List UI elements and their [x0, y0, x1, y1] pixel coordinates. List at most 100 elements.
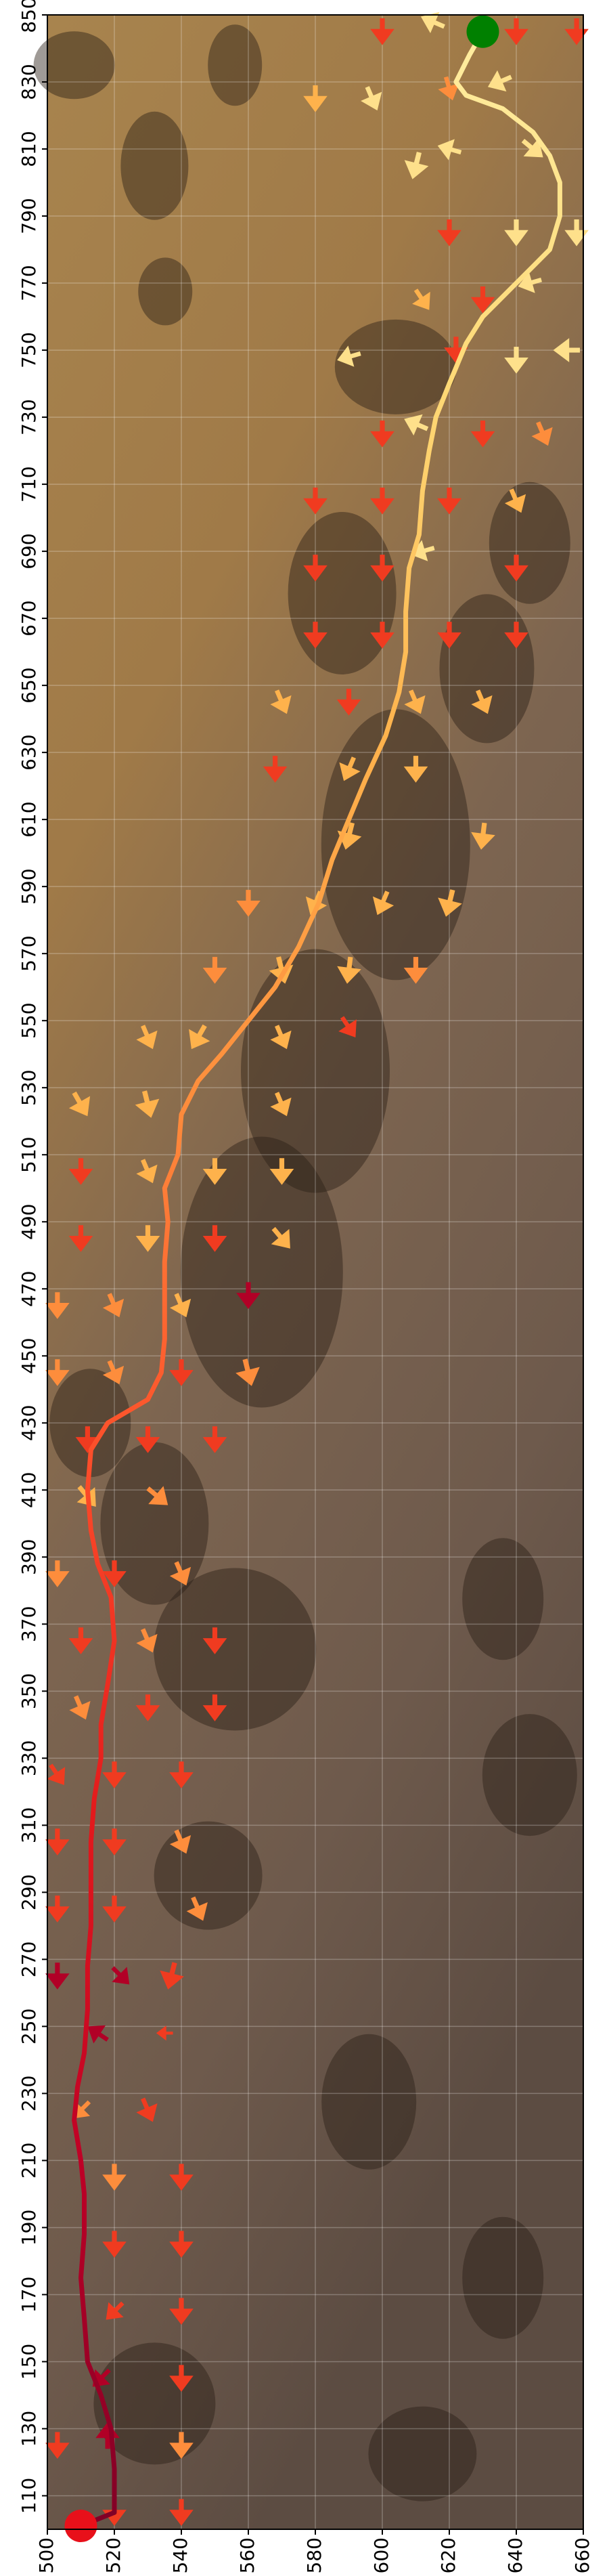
arrow [521, 138, 543, 158]
arrow [370, 488, 394, 515]
arrow [102, 1895, 127, 1923]
arrow [437, 622, 461, 649]
arrow [87, 2025, 109, 2044]
arrow [531, 421, 553, 446]
y-tick-label: 770 [18, 265, 40, 301]
arrow [404, 152, 429, 179]
terrain-patch [334, 319, 457, 414]
arrow [111, 1966, 130, 1985]
arrow [45, 1292, 70, 1319]
arrow [136, 1628, 158, 1653]
terrain-patch [120, 111, 189, 220]
arrow [169, 1359, 194, 1386]
start-marker [466, 15, 499, 48]
y-tick-label: 290 [18, 1874, 40, 1910]
terrain-patch [138, 257, 193, 326]
arrow [160, 1962, 184, 1990]
arrow [470, 286, 495, 314]
y-tick-label: 730 [18, 399, 40, 435]
arrow [169, 2164, 194, 2191]
y-tick-label: 170 [18, 2277, 40, 2313]
arrow [412, 288, 430, 310]
arrow [156, 2025, 173, 2041]
arrow [136, 1025, 158, 1050]
arrow [504, 347, 528, 374]
arrow [169, 1293, 191, 1318]
arrow [337, 822, 362, 850]
arrow [270, 1092, 292, 1117]
arrow [404, 414, 429, 436]
arrow [337, 956, 361, 984]
arrow [106, 2301, 125, 2320]
terrain-patch [489, 481, 570, 604]
arrow [303, 85, 328, 112]
x-tick-label: 620 [437, 2537, 459, 2573]
y-tick-label: 590 [18, 868, 40, 904]
arrow [202, 1426, 227, 1453]
terrain-patch [154, 1821, 263, 1930]
arrow [102, 1761, 127, 1788]
arrow [169, 2499, 194, 2526]
arrow [470, 421, 495, 448]
arrow [135, 1694, 160, 1721]
x-tick-label: 640 [504, 2537, 526, 2573]
arrow [202, 1225, 227, 1252]
arrow [269, 956, 294, 984]
y-tick-label: 190 [18, 2210, 40, 2246]
terrain-patch [180, 1136, 343, 1408]
arrow [471, 822, 495, 850]
terrain-patch [288, 511, 397, 674]
arrow [564, 18, 589, 45]
arrow [403, 756, 428, 783]
arrow [186, 1896, 208, 1921]
x-tick-label: 600 [370, 2537, 392, 2573]
y-tick-label: 510 [18, 1137, 40, 1173]
arrow [47, 1763, 66, 1785]
arrow [263, 756, 288, 783]
arrow [504, 555, 528, 582]
terrain-patch [368, 2406, 477, 2502]
arrow [337, 345, 361, 367]
arrow [564, 219, 589, 246]
arrow [270, 1025, 292, 1050]
terrain-patch [321, 2034, 417, 2170]
y-tick-label: 250 [18, 2009, 40, 2044]
arrow [270, 689, 292, 714]
arrow [189, 1024, 210, 1050]
arrow [303, 488, 328, 515]
y-tick-label: 410 [18, 1472, 40, 1508]
arrow [372, 890, 394, 916]
arrow [404, 689, 426, 714]
y-tick-label: 310 [18, 1807, 40, 1843]
y-tick-label: 750 [18, 332, 40, 368]
arrow [135, 1225, 160, 1252]
arrow [68, 1158, 93, 1185]
arrow [169, 2298, 194, 2325]
y-tick-label: 370 [18, 1606, 40, 1642]
arrow [339, 756, 361, 781]
axes: 500 520 540 560 580 600 620 640 660 110 130 150 170 1… [18, 0, 593, 2573]
y-tick-label: 670 [18, 600, 40, 636]
terrain-patch [439, 594, 535, 744]
arrow [69, 1695, 91, 1720]
arrow [169, 1761, 194, 1788]
terrain-patch [482, 1714, 577, 1837]
terrain-patch [100, 1442, 209, 1605]
y-tick-label: 630 [18, 734, 40, 770]
terrain-patch [154, 1568, 317, 1731]
arrow [135, 1090, 160, 1118]
arrow [102, 2231, 127, 2258]
arrow [444, 337, 468, 364]
arrow [202, 1694, 227, 1721]
arrow [45, 1895, 70, 1923]
x-tick-label: 560 [236, 2537, 258, 2573]
arrow [370, 421, 394, 448]
arrow [338, 1016, 357, 1037]
arrow [370, 622, 394, 649]
end-marker [64, 2510, 97, 2543]
arrow [269, 1158, 294, 1185]
terrain-patch [49, 1369, 131, 1478]
arrow [169, 2432, 194, 2459]
arrow [75, 1426, 100, 1453]
